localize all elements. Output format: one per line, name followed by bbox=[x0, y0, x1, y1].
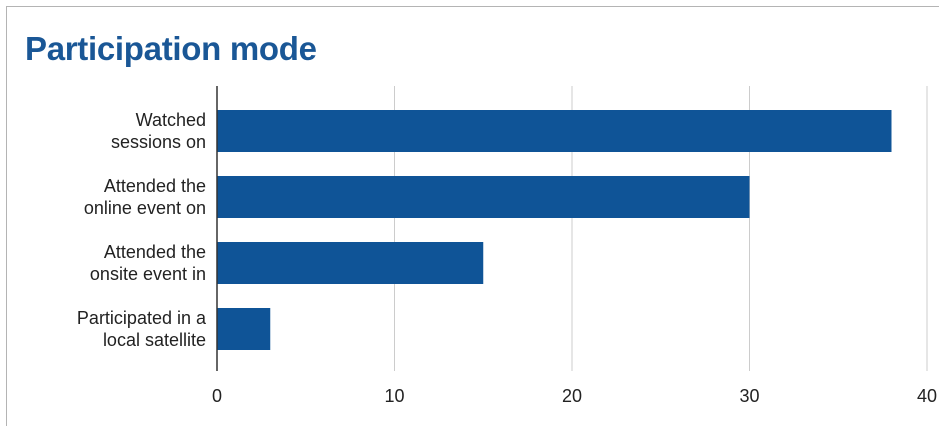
category-label-line: sessions on bbox=[111, 132, 206, 152]
category-label: Attended the online event on bbox=[84, 176, 206, 218]
bar bbox=[217, 242, 484, 284]
bar bbox=[217, 308, 271, 350]
x-tick-label: 30 bbox=[739, 386, 759, 406]
chart-title: Participation mode bbox=[25, 30, 317, 67]
x-tick-label: 20 bbox=[562, 386, 582, 406]
x-tick-labels: 0 10 20 30 40 bbox=[212, 386, 937, 406]
category-label-line: Attended the bbox=[104, 176, 206, 196]
bar bbox=[217, 176, 750, 218]
bars bbox=[217, 110, 892, 350]
x-tick-label: 0 bbox=[212, 386, 222, 406]
category-label: Attended the onsite event in bbox=[90, 242, 206, 284]
category-label-line: Participated in a bbox=[77, 308, 207, 328]
category-label-line: local satellite bbox=[103, 330, 206, 350]
category-label-line: online event on bbox=[84, 198, 206, 218]
category-label: Participated in a local satellite bbox=[77, 308, 207, 350]
category-label-line: onsite event in bbox=[90, 264, 206, 284]
x-tick-label: 10 bbox=[384, 386, 404, 406]
chart-frame bbox=[6, 6, 939, 426]
category-label-line: Attended the bbox=[104, 242, 206, 262]
x-tick-label: 40 bbox=[917, 386, 937, 406]
bar bbox=[217, 110, 892, 152]
category-label-line: Watched bbox=[136, 110, 206, 130]
category-label: Watched sessions on bbox=[111, 110, 206, 152]
